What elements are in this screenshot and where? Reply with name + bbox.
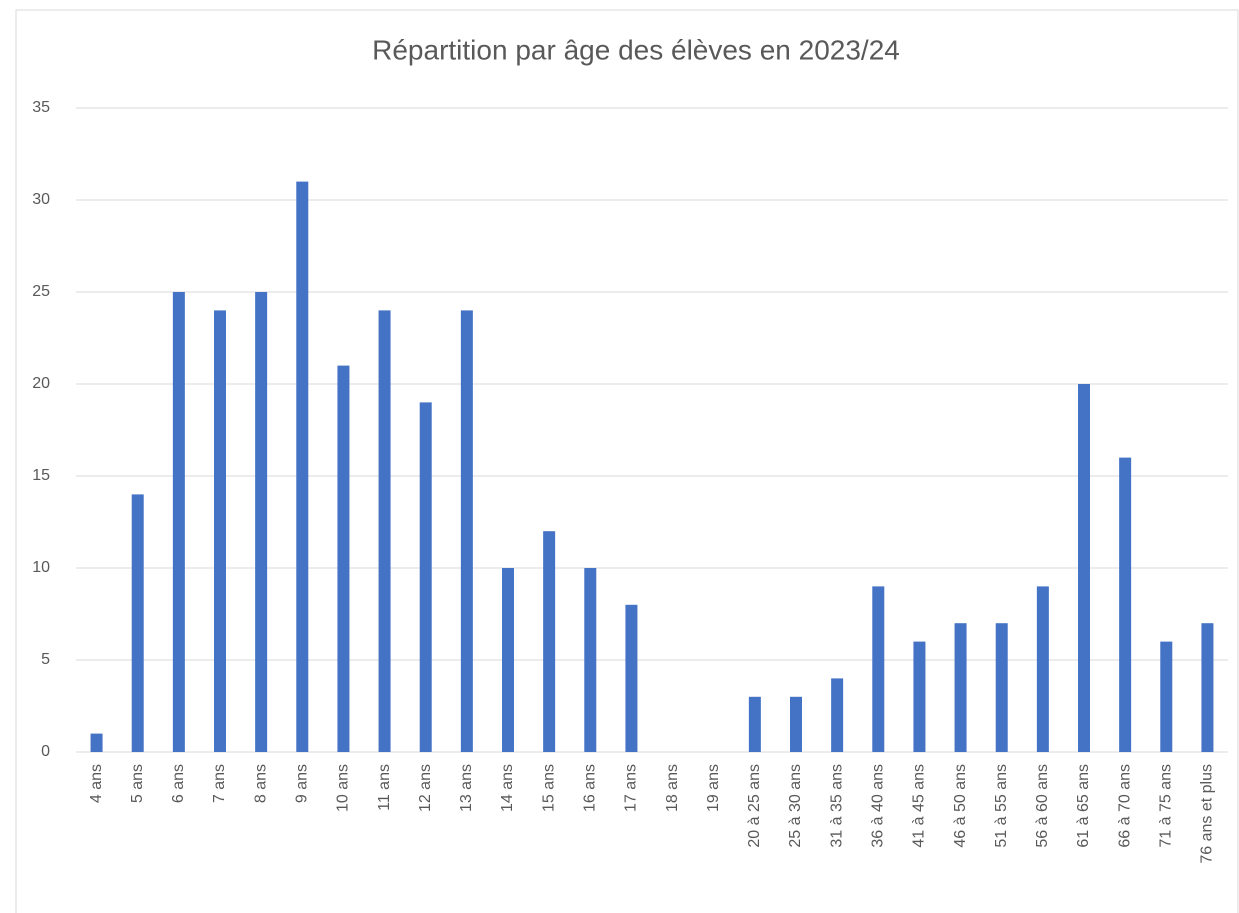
x-tick-label: 7 ans xyxy=(211,764,228,803)
x-tick-label: 46 à 50 ans xyxy=(952,764,969,848)
x-tick-label: 10 ans xyxy=(335,764,352,812)
x-tick-label: 25 à 30 ans xyxy=(787,764,804,848)
bar xyxy=(255,292,268,752)
bar xyxy=(90,733,103,752)
x-tick-label: 76 ans et plus xyxy=(1199,764,1216,864)
bar xyxy=(625,604,638,752)
y-tick-label: 25 xyxy=(32,283,50,300)
x-tick-label: 20 à 25 ans xyxy=(746,764,763,848)
bar xyxy=(1201,623,1214,752)
x-tick-label: 66 à 70 ans xyxy=(1116,764,1133,848)
x-tick-label: 18 ans xyxy=(664,764,681,812)
x-tick-label: 9 ans xyxy=(294,764,311,803)
x-tick-label: 31 à 35 ans xyxy=(828,764,845,848)
y-tick-label: 20 xyxy=(32,375,50,392)
x-tick-label: 41 à 45 ans xyxy=(911,764,928,848)
bar xyxy=(995,623,1008,752)
x-tick-label: 56 à 60 ans xyxy=(1034,764,1051,848)
bar xyxy=(337,365,350,752)
x-tick-label: 12 ans xyxy=(417,764,434,812)
bar xyxy=(172,292,185,752)
bar xyxy=(1119,457,1132,752)
bar xyxy=(872,586,885,752)
y-tick-label: 35 xyxy=(32,99,50,116)
bar xyxy=(214,310,226,752)
x-tick-label: 6 ans xyxy=(170,764,187,803)
bar xyxy=(378,310,391,752)
y-tick-label: 0 xyxy=(41,743,50,760)
x-tick-label: 51 à 55 ans xyxy=(993,764,1010,848)
bar xyxy=(831,678,844,752)
bar xyxy=(1078,384,1090,752)
bar xyxy=(584,568,597,752)
bar xyxy=(1036,586,1049,752)
x-tick-label: 15 ans xyxy=(540,764,557,812)
y-tick-label: 30 xyxy=(32,191,50,208)
x-tick-label: 71 à 75 ans xyxy=(1158,764,1175,848)
x-tick-label: 16 ans xyxy=(582,764,599,812)
y-tick-label: 15 xyxy=(32,467,50,484)
x-tick-label: 8 ans xyxy=(252,764,269,803)
x-tick-label: 4 ans xyxy=(88,764,105,803)
y-tick-label: 10 xyxy=(32,559,50,576)
bar xyxy=(460,310,473,752)
x-tick-label: 17 ans xyxy=(623,764,640,812)
bar xyxy=(131,494,144,752)
bar xyxy=(543,531,556,752)
bar xyxy=(790,696,802,752)
x-tick-label: 11 ans xyxy=(376,764,393,811)
bar xyxy=(954,623,967,752)
x-tick-label: 61 à 65 ans xyxy=(1075,764,1092,848)
bar xyxy=(913,641,926,752)
x-tick-label: 36 à 40 ans xyxy=(870,764,887,848)
bar xyxy=(1160,641,1173,752)
y-tick-label: 5 xyxy=(41,651,50,668)
x-tick-label: 13 ans xyxy=(458,764,475,812)
bar xyxy=(296,181,309,753)
chart-title: Répartition par âge des élèves en 2023/2… xyxy=(372,34,900,65)
bar xyxy=(419,402,432,752)
bar xyxy=(748,696,761,752)
x-tick-label: 14 ans xyxy=(499,764,516,812)
x-tick-label: 19 ans xyxy=(705,764,722,812)
bar xyxy=(502,568,514,752)
x-tick-label: 5 ans xyxy=(129,764,146,803)
